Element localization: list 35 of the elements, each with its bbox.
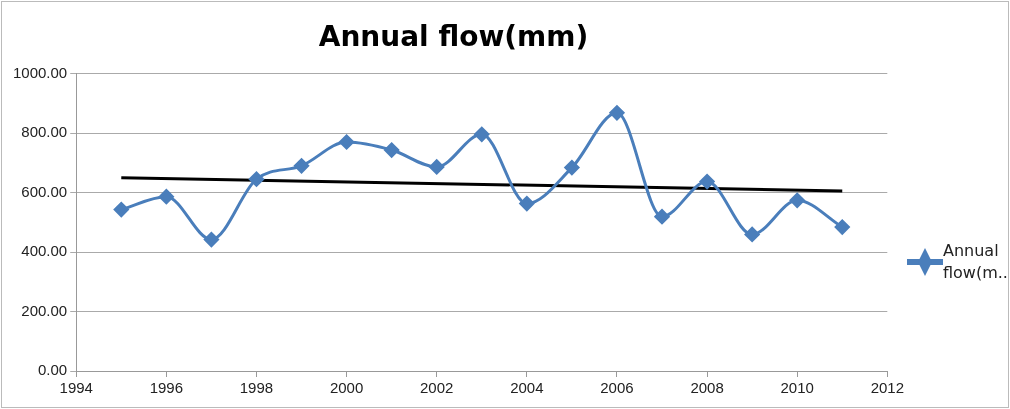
point <box>113 202 129 218</box>
y-tick-label: 1000.00 <box>12 63 68 81</box>
y-tick-label: 0.00 <box>38 361 68 379</box>
x-tick-label: 2008 <box>690 379 724 397</box>
x-tick-label: 2012 <box>870 379 904 397</box>
point <box>519 196 535 212</box>
y-tick-label: 800.00 <box>21 123 68 141</box>
x-tick-label: 2006 <box>600 379 634 397</box>
x-tick-label: 2002 <box>420 379 454 397</box>
point <box>429 159 445 175</box>
x-tick-label: 2000 <box>329 379 364 397</box>
point <box>609 105 625 121</box>
point <box>203 232 219 248</box>
point <box>564 160 580 176</box>
y-tick-label: 200.00 <box>21 301 68 319</box>
x-tick-label: 2004 <box>510 379 544 397</box>
x-tick-label: 1998 <box>239 379 274 397</box>
x-tick-label: 2010 <box>780 379 814 397</box>
x-tick-label: 1996 <box>149 379 184 397</box>
point <box>834 219 850 235</box>
point <box>474 126 490 142</box>
point <box>744 226 760 242</box>
y-tick-label: 400.00 <box>21 242 68 260</box>
point <box>248 171 264 187</box>
point <box>699 174 715 190</box>
point <box>158 189 174 205</box>
point <box>294 158 310 174</box>
point <box>339 134 355 150</box>
legend-label: Annual flow(m.. <box>943 240 1009 284</box>
point <box>789 192 805 208</box>
y-tick-label: 600.00 <box>21 182 68 200</box>
point <box>654 209 670 225</box>
chart-title: Annual flow(mm) <box>318 20 589 54</box>
x-tick-label: 1994 <box>59 379 93 397</box>
point <box>384 142 400 158</box>
